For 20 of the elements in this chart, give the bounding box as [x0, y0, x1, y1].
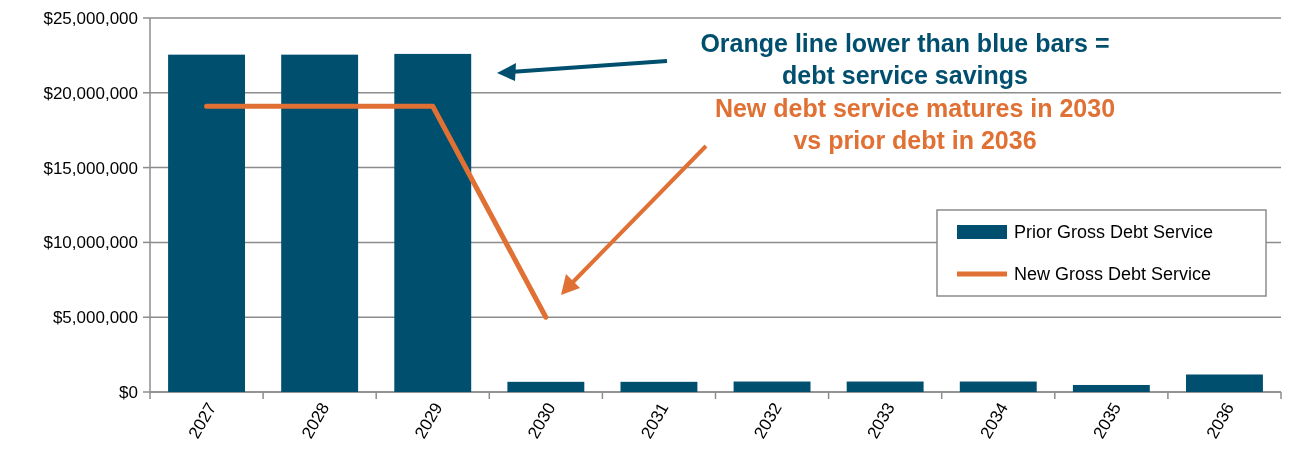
bar — [959, 381, 1037, 392]
y-tick-label: $25,000,000 — [43, 8, 138, 28]
annotation: New debt service matures in 2030 vs prior debt in 2036 — [714, 94, 1116, 154]
legend-label: New Gross Debt Service — [1014, 264, 1212, 285]
bar — [846, 381, 924, 392]
y-tick-label: $5,000,000 — [52, 308, 138, 328]
y-tick-label: $15,000,000 — [43, 158, 138, 178]
annotation: Orange line lower than blue bars = debt service savings — [700, 29, 1110, 89]
bar — [394, 53, 472, 392]
bar — [168, 54, 245, 392]
bar — [733, 381, 811, 392]
bar — [1072, 384, 1150, 392]
y-tick-label: $0 — [119, 382, 138, 402]
bar — [1186, 374, 1263, 392]
bar — [281, 54, 359, 392]
bar — [620, 381, 698, 392]
y-tick-label: $20,000,000 — [43, 83, 138, 103]
bar — [507, 381, 585, 392]
legend-label: Prior Gross Debt Service — [1014, 222, 1214, 243]
y-tick-label: $10,000,000 — [43, 233, 138, 253]
